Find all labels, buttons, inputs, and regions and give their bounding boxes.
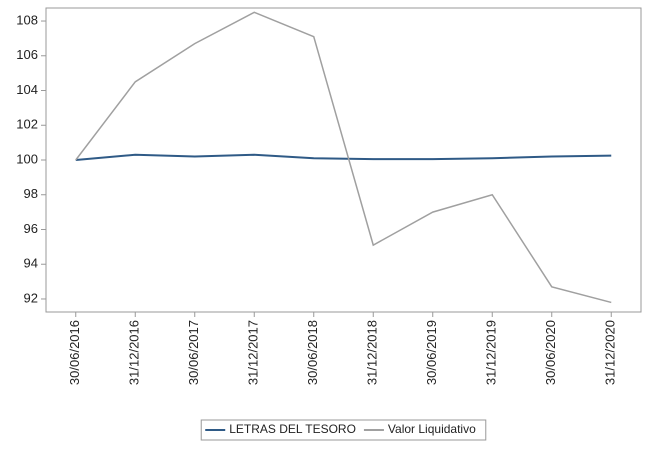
y-tick-label: 96 xyxy=(24,221,38,236)
x-tick-label: 30/06/2018 xyxy=(305,320,320,385)
series-line xyxy=(75,11,612,304)
x-tick-label: 31/12/2019 xyxy=(484,320,499,385)
legend-box xyxy=(200,419,487,441)
y-tick-label: 102 xyxy=(16,117,38,132)
legend: LETRAS DEL TESORO Valor Liquidativo xyxy=(200,419,487,441)
x-tick-label: 31/12/2018 xyxy=(365,320,380,385)
x-tick-label: 30/06/2019 xyxy=(424,320,439,385)
x-tick-label: 30/06/2016 xyxy=(67,320,82,385)
y-tick-label: 98 xyxy=(24,186,38,201)
y-tick-label: 104 xyxy=(16,82,38,97)
y-tick-label: 92 xyxy=(24,290,38,305)
x-tick-label: 30/06/2017 xyxy=(186,320,201,385)
legend-label: LETRAS DEL TESORO xyxy=(229,422,356,436)
x-tick-label: 30/06/2020 xyxy=(543,320,558,385)
series-line xyxy=(75,153,612,161)
legend-label: Valor Liquidativo xyxy=(388,422,476,436)
y-tick-label: 94 xyxy=(24,256,38,271)
x-tick-label: 31/12/2017 xyxy=(246,320,261,385)
x-tick-label: 31/12/2020 xyxy=(603,320,618,385)
y-tick-label: 106 xyxy=(16,47,38,62)
y-tick-label: 108 xyxy=(16,12,38,27)
x-tick-label: 31/12/2016 xyxy=(127,320,142,385)
plot-frame xyxy=(45,7,642,313)
y-tick-label: 100 xyxy=(16,151,38,166)
